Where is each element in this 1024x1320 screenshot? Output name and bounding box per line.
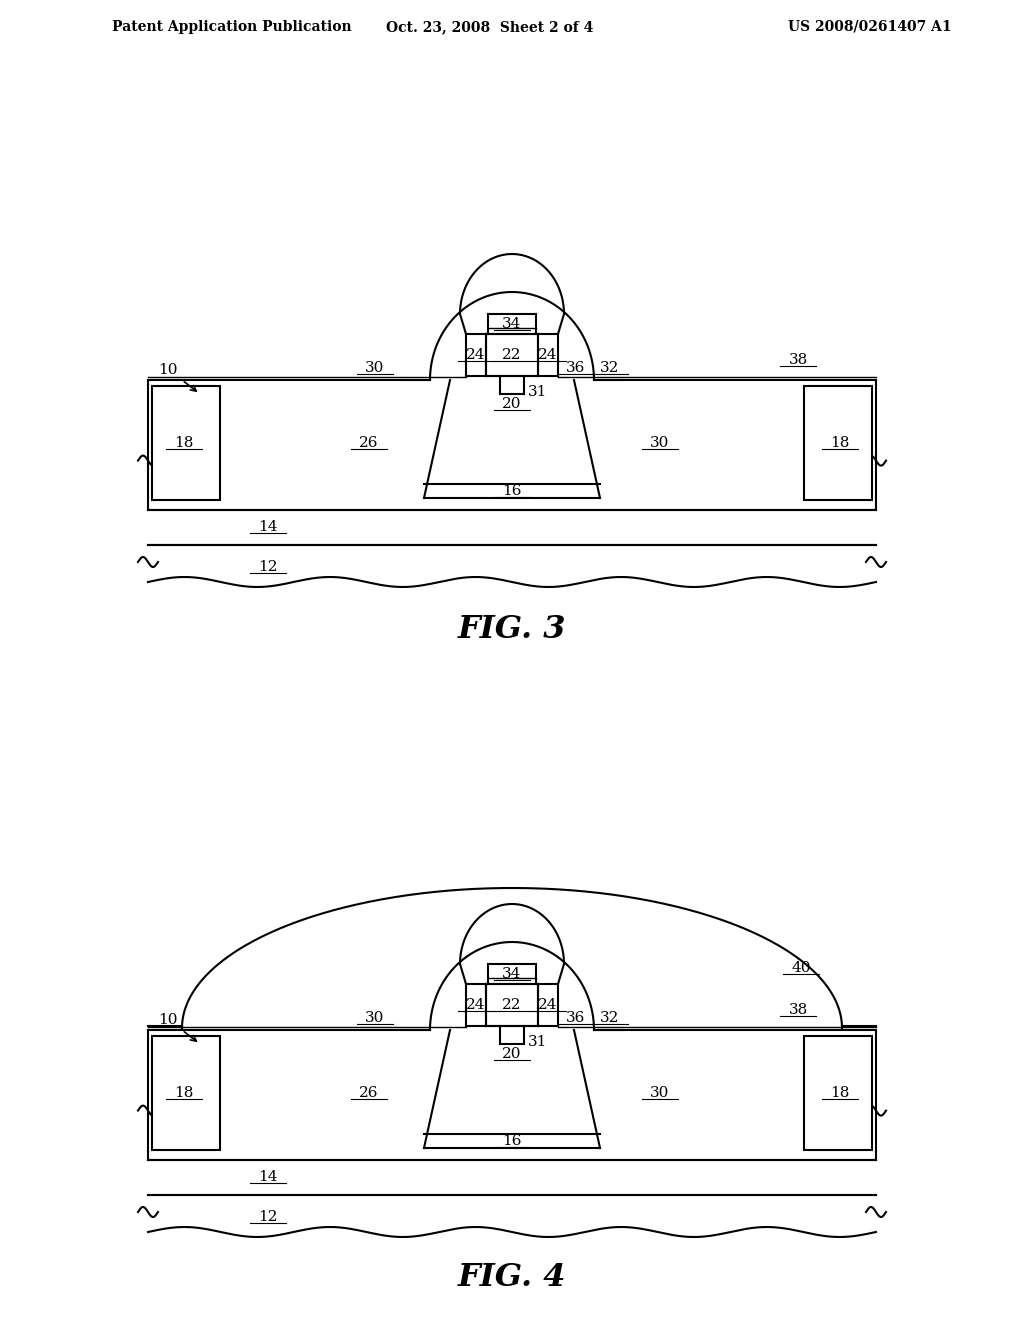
Text: 32: 32 [600,1011,620,1026]
Text: 36: 36 [566,360,586,375]
Text: 31: 31 [528,385,548,399]
Text: 10: 10 [159,1012,178,1027]
Text: 16: 16 [502,1134,522,1148]
Text: 30: 30 [366,1011,385,1026]
Text: 40: 40 [792,961,811,975]
Text: 30: 30 [366,360,385,375]
Text: Oct. 23, 2008  Sheet 2 of 4: Oct. 23, 2008 Sheet 2 of 4 [386,20,594,34]
Text: 26: 26 [359,1086,379,1100]
Text: 24: 24 [539,348,558,362]
Text: 18: 18 [174,436,194,450]
Text: 22: 22 [502,998,522,1012]
Bar [152,1036,220,1150]
Text: 26: 26 [359,436,379,450]
Text: 18: 18 [830,436,850,450]
Text: 34: 34 [503,317,521,331]
Text: 12: 12 [258,1210,278,1224]
Text: 30: 30 [650,436,670,450]
Text: 31: 31 [528,1035,548,1049]
Text: Patent Application Publication: Patent Application Publication [112,20,351,34]
Text: 24: 24 [466,348,485,362]
Text: 14: 14 [258,520,278,535]
Text: 38: 38 [788,1003,808,1016]
Text: 12: 12 [258,560,278,574]
Text: 18: 18 [830,1086,850,1100]
Bar [804,1036,872,1150]
Text: 24: 24 [466,998,485,1012]
Text: 10: 10 [159,363,178,378]
Bar [804,385,872,500]
Text: 34: 34 [503,968,521,981]
Text: 38: 38 [788,352,808,367]
Text: 14: 14 [258,1170,278,1184]
Text: 20: 20 [502,397,522,411]
Text: FIG. 4: FIG. 4 [458,1262,566,1294]
Text: 36: 36 [566,1011,586,1026]
Text: 24: 24 [539,998,558,1012]
Text: US 2008/0261407 A1: US 2008/0261407 A1 [788,20,952,34]
Text: 18: 18 [174,1086,194,1100]
Text: FIG. 3: FIG. 3 [458,615,566,645]
Text: 32: 32 [600,360,620,375]
Text: 22: 22 [502,348,522,362]
Text: 20: 20 [502,1047,522,1061]
Text: 30: 30 [650,1086,670,1100]
Text: 16: 16 [502,484,522,498]
Bar [152,385,220,500]
